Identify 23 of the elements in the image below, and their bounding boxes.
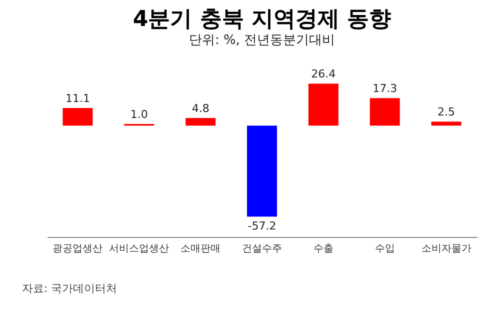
bar [308,84,338,126]
text: 자료: 국가데이터처 [22,282,118,295]
x-tick-label: 건설수주 [242,244,282,254]
x-tick-label: 수출 [313,244,334,254]
data-label: 4.8 [192,102,210,115]
x-tick-label: 수입 [374,244,395,254]
bar [370,98,400,126]
chart-subtitle: 단위: %, 전년동분기대비 [188,33,336,48]
data-label: -57.2 [248,220,276,233]
bar [62,108,93,126]
data-label: 17.3 [372,82,398,96]
data-label: 26.4 [311,68,336,81]
x-tick-label: 서비스업생산 [109,244,170,254]
x-tick-label: 광공업생산 [52,244,103,254]
data-label: 2.5 [438,106,456,119]
x-tick-label: 소매판매 [180,244,221,254]
bar [247,126,277,217]
data-label: 11.1 [65,92,90,105]
chart-title: 4분기 충북 지역경제 동향 [132,7,392,32]
bar [431,122,462,126]
x-tick-label: 소비자물가 [421,244,472,254]
bar [186,118,216,126]
data-label: 1.0 [130,108,148,122]
